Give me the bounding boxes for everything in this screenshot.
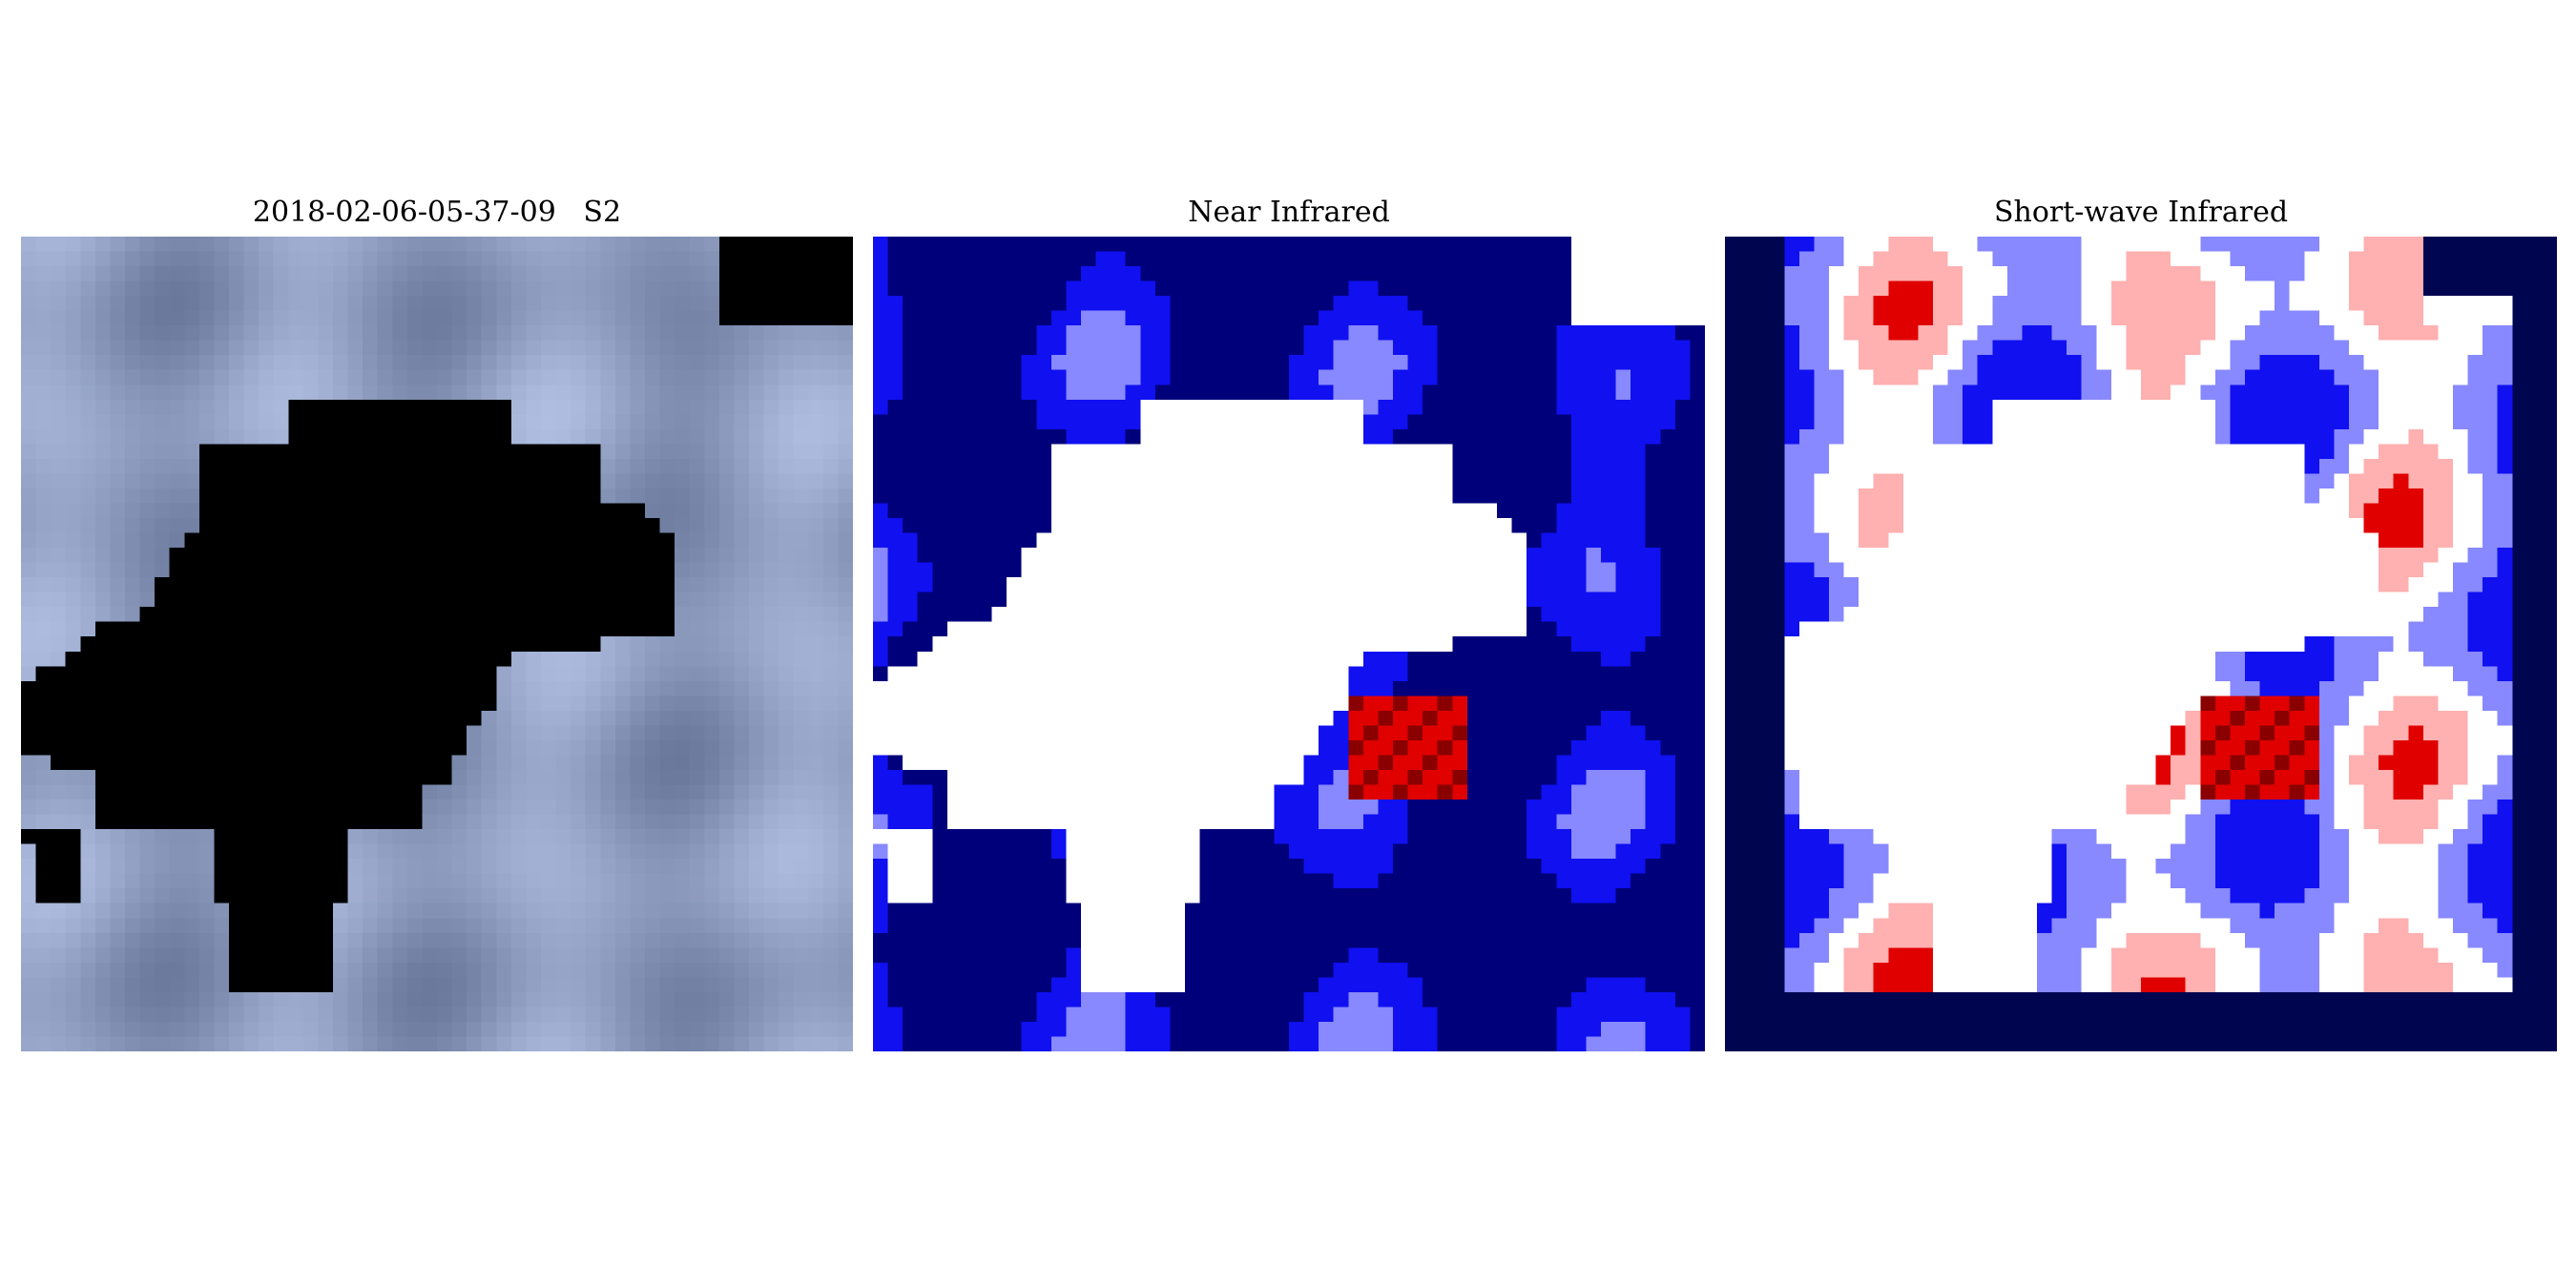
s2-image-canvas [21,237,853,1051]
short-wave-infrared-image [1725,237,2557,1051]
nir-image-canvas [873,237,1705,1051]
near-infrared-image [873,237,1705,1051]
panel-title-s2: 2018-02-06-05-37-09 S2 [252,196,622,229]
panel-title-nir: Near Infrared [1188,196,1390,229]
swir-image-canvas [1725,237,2557,1051]
s2-true-color-image [21,237,853,1051]
panel-title-swir: Short-wave Infrared [1993,196,2289,229]
